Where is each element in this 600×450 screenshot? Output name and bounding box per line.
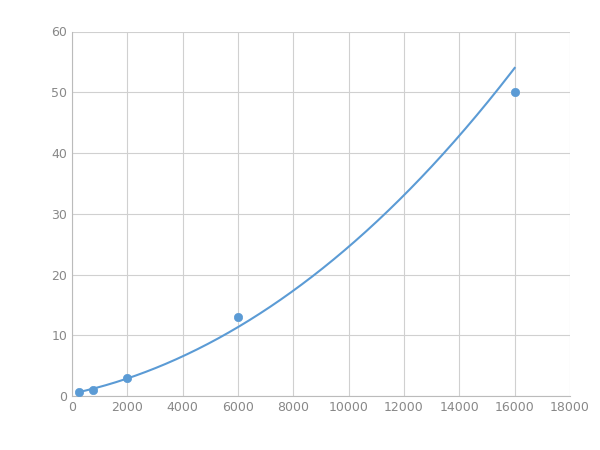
Point <box>74 388 84 396</box>
Point <box>122 374 132 382</box>
Point <box>233 313 243 320</box>
Point <box>88 386 98 393</box>
Point <box>510 89 520 96</box>
